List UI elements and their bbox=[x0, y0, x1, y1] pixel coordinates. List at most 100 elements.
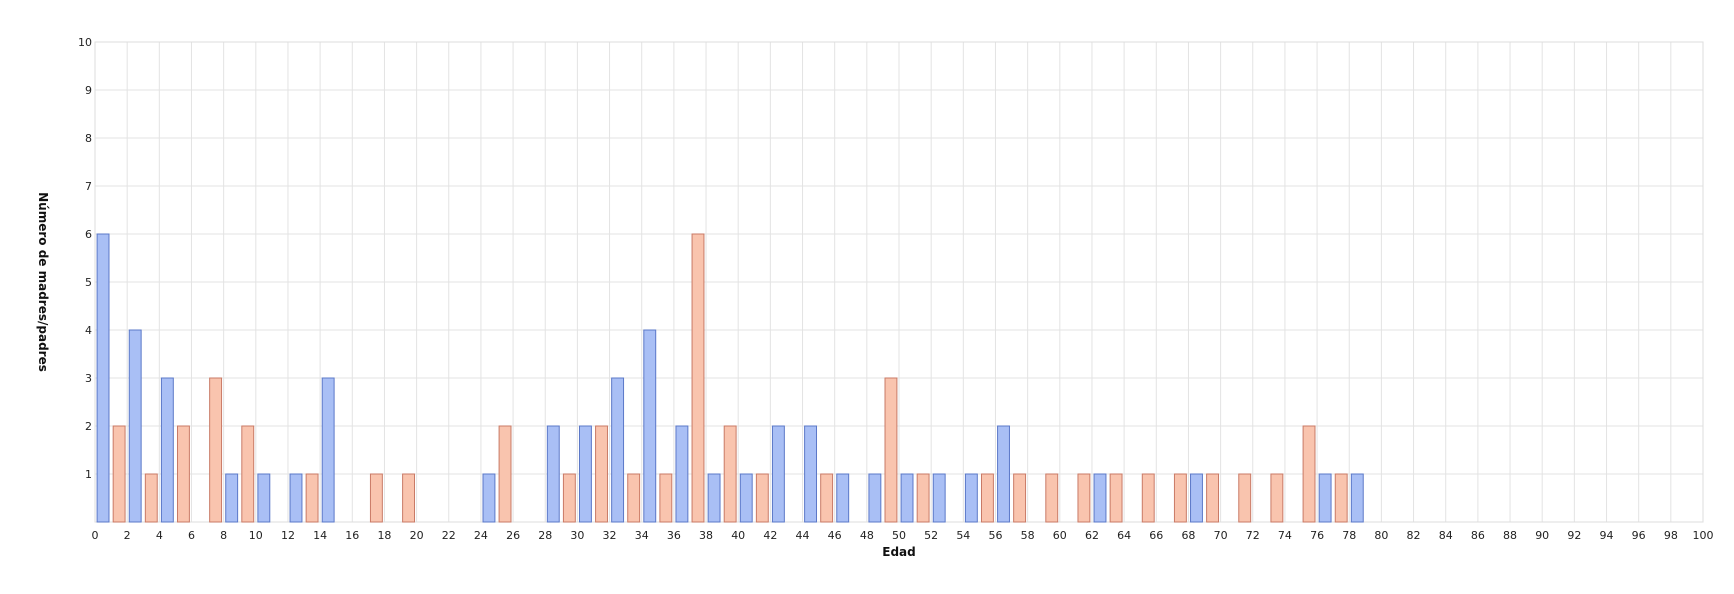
x-tick-label: 84 bbox=[1439, 529, 1453, 542]
x-tick-label: 2 bbox=[124, 529, 131, 542]
x-tick-label: 44 bbox=[796, 529, 810, 542]
x-tick-label: 96 bbox=[1632, 529, 1646, 542]
x-tick-label: 54 bbox=[956, 529, 970, 542]
bar-series-2 bbox=[1045, 473, 1059, 523]
bar-series-1 bbox=[1318, 473, 1332, 523]
x-axis-label: Edad bbox=[882, 545, 915, 559]
x-tick-label: 6 bbox=[188, 529, 195, 542]
bar-series-2 bbox=[1270, 473, 1284, 523]
y-tick-label: 1 bbox=[85, 468, 92, 481]
x-tick-label: 90 bbox=[1535, 529, 1549, 542]
x-tick-label: 22 bbox=[442, 529, 456, 542]
x-tick-label: 26 bbox=[506, 529, 520, 542]
bar-series-1 bbox=[96, 233, 110, 523]
bar-series-1 bbox=[611, 377, 625, 523]
bar-series-1 bbox=[675, 425, 689, 523]
x-tick-label: 62 bbox=[1085, 529, 1099, 542]
plot-frame bbox=[94, 41, 1704, 523]
bar-series-1 bbox=[1350, 473, 1364, 523]
x-tick-labels: 0 2 4 6 8 10 12 14 16 18 20 22 24 26 28 30 32 34 36 38 40 42 4… bbox=[92, 529, 1714, 542]
bar-series-2 bbox=[209, 377, 223, 523]
x-tick-label: 36 bbox=[667, 529, 681, 542]
bar-series-2 bbox=[562, 473, 576, 523]
x-tick-label: 74 bbox=[1278, 529, 1292, 542]
bar-series-1 bbox=[739, 473, 753, 523]
bar-series-1 bbox=[643, 329, 657, 523]
bar-series-1 bbox=[707, 473, 721, 523]
bar-series-2 bbox=[498, 425, 512, 523]
x-tick-label: 72 bbox=[1246, 529, 1260, 542]
x-tick-label: 30 bbox=[570, 529, 584, 542]
x-tick-label: 12 bbox=[281, 529, 295, 542]
bar-series-1 bbox=[257, 473, 271, 523]
y-tick-label: 10 bbox=[78, 36, 92, 49]
x-tick-label: 68 bbox=[1181, 529, 1195, 542]
bar-series-1 bbox=[932, 473, 946, 523]
bar-series-1 bbox=[160, 377, 174, 523]
x-tick-label: 82 bbox=[1407, 529, 1421, 542]
bar-series-2 bbox=[691, 233, 705, 523]
x-tick-label: 46 bbox=[828, 529, 842, 542]
bar-series-2 bbox=[1206, 473, 1220, 523]
x-tick-label: 16 bbox=[345, 529, 359, 542]
x-tick-label: 40 bbox=[731, 529, 745, 542]
bar-series-2 bbox=[369, 473, 383, 523]
x-tick-label: 18 bbox=[377, 529, 391, 542]
bar-series-2 bbox=[659, 473, 673, 523]
x-tick-label: 50 bbox=[892, 529, 906, 542]
x-tick-label: 100 bbox=[1693, 529, 1714, 542]
y-tick-label: 4 bbox=[85, 324, 92, 337]
y-tick-label: 6 bbox=[85, 228, 92, 241]
y-tick-label: 3 bbox=[85, 372, 92, 385]
bar-series-1 bbox=[321, 377, 335, 523]
bar-series-2 bbox=[1238, 473, 1252, 523]
bar-series-2 bbox=[1334, 473, 1348, 523]
bar-series-2 bbox=[305, 473, 319, 523]
x-tick-label: 58 bbox=[1021, 529, 1035, 542]
x-tick-label: 32 bbox=[603, 529, 617, 542]
y-axis-label: Número de madres/padres bbox=[36, 192, 50, 372]
bar-series-2 bbox=[1109, 473, 1123, 523]
x-tick-label: 8 bbox=[220, 529, 227, 542]
bar-series-2 bbox=[1173, 473, 1187, 523]
x-tick-label: 66 bbox=[1149, 529, 1163, 542]
bar-series-1 bbox=[771, 425, 785, 523]
bar-series-2 bbox=[820, 473, 834, 523]
x-tick-label: 76 bbox=[1310, 529, 1324, 542]
bar-series-2 bbox=[176, 425, 190, 523]
x-tick-label: 52 bbox=[924, 529, 938, 542]
x-tick-label: 14 bbox=[313, 529, 327, 542]
x-tick-label: 24 bbox=[474, 529, 488, 542]
bar-series-2 bbox=[241, 425, 255, 523]
bar-series-2 bbox=[595, 425, 608, 523]
bar-series-1 bbox=[225, 473, 239, 523]
grid-lines bbox=[94, 41, 1704, 522]
bar-series-1 bbox=[804, 425, 818, 523]
bar-series-1 bbox=[836, 473, 850, 523]
x-tick-label: 4 bbox=[156, 529, 163, 542]
bar-series-1 bbox=[546, 425, 560, 523]
x-tick-label: 34 bbox=[635, 529, 649, 542]
bar-group bbox=[96, 233, 1364, 523]
y-tick-labels: 1 2 3 4 5 6 7 8 9 10 bbox=[78, 36, 92, 481]
bar-series-2 bbox=[723, 425, 737, 523]
x-tick-label: 20 bbox=[410, 529, 424, 542]
bar-series-1 bbox=[128, 329, 142, 523]
y-tick-label: 8 bbox=[85, 132, 92, 145]
x-tick-label: 48 bbox=[860, 529, 874, 542]
bar-series-2 bbox=[1302, 425, 1316, 523]
x-tick-label: 10 bbox=[249, 529, 263, 542]
x-tick-label: 64 bbox=[1117, 529, 1131, 542]
bar-series-2 bbox=[755, 473, 769, 523]
bar-series-1 bbox=[1190, 473, 1203, 523]
x-tick-label: 86 bbox=[1471, 529, 1485, 542]
bar-series-2 bbox=[144, 473, 158, 523]
x-tick-label: 78 bbox=[1342, 529, 1356, 542]
bar-series-2 bbox=[1077, 473, 1091, 523]
bar-series-2 bbox=[627, 473, 641, 523]
bar-series-1 bbox=[868, 473, 882, 523]
bar-series-1 bbox=[482, 473, 496, 523]
bar-series-2 bbox=[980, 473, 994, 523]
bar-series-1 bbox=[289, 473, 303, 523]
